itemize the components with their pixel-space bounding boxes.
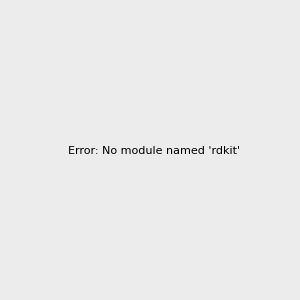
Text: Error: No module named 'rdkit': Error: No module named 'rdkit' <box>68 146 240 157</box>
